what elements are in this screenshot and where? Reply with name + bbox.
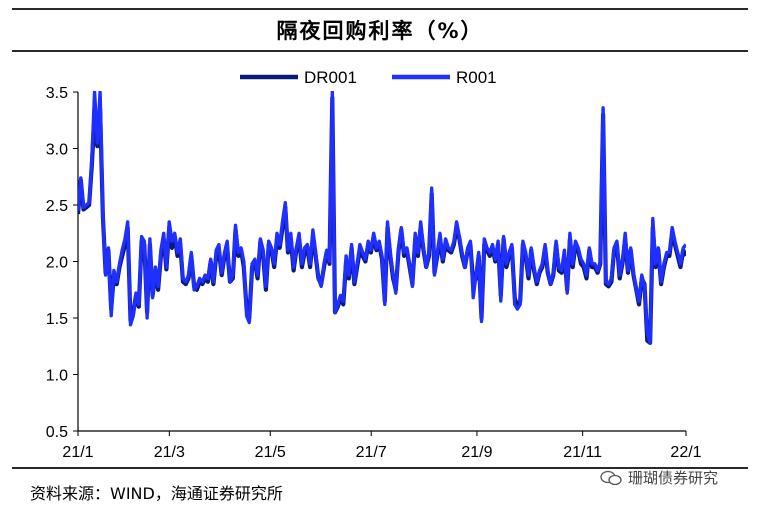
chart-legend: DR001 R001 xyxy=(240,68,497,87)
chart-title-bar: 隔夜回购利率（%） xyxy=(12,8,748,52)
x-tick-label: 22/1 xyxy=(670,444,701,461)
x-tick-label: 21/1 xyxy=(62,444,93,461)
y-tick-label: 1.0 xyxy=(46,368,68,385)
y-tick-label: 2.5 xyxy=(46,198,68,215)
x-tick-label: 21/7 xyxy=(356,444,387,461)
watermark: 珊瑚债券研究 xyxy=(600,467,718,488)
x-tick-label: 21/11 xyxy=(563,444,602,461)
series-line-r001 xyxy=(78,91,686,345)
chart-series xyxy=(78,91,686,345)
x-tick-label: 21/3 xyxy=(154,444,185,461)
wechat-icon xyxy=(600,470,622,485)
y-tick-label: 2.0 xyxy=(46,255,68,272)
y-tick-label: 3.5 xyxy=(46,85,68,102)
chart-title: 隔夜回购利率（%） xyxy=(276,19,484,43)
watermark-text: 珊瑚债券研究 xyxy=(628,469,719,487)
legend-label-r001: R001 xyxy=(456,68,497,87)
x-tick-label: 21/5 xyxy=(255,444,286,461)
y-tick-label: 0.5 xyxy=(46,424,68,441)
legend-label-dr001: DR001 xyxy=(304,68,357,87)
footer-rule xyxy=(12,467,748,469)
x-tick-label: 21/9 xyxy=(461,444,492,461)
y-tick-label: 3.0 xyxy=(46,142,68,159)
source-note: 资料来源：WIND，海通证券研究所 xyxy=(30,484,283,503)
chart-axes: 0.5 1.0 1.5 2.0 2.5 3.0 3.5 21/1 21/3 21/5 21/7 21/… xyxy=(46,85,702,461)
y-tick-label: 1.5 xyxy=(46,311,68,328)
